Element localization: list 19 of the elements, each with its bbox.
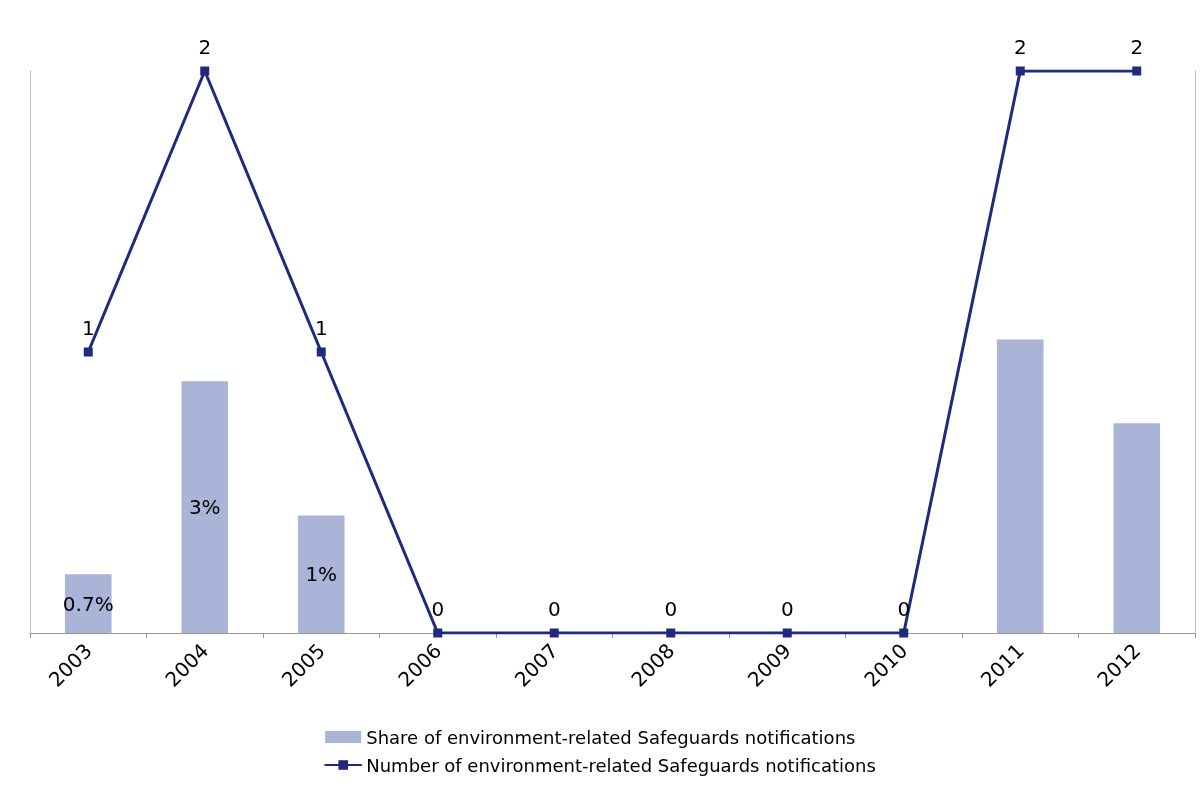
bar <box>1113 423 1161 633</box>
data-label: 1% <box>305 562 338 587</box>
data-label: 0 <box>780 596 794 621</box>
data-label: 3% <box>188 495 221 520</box>
data-label: 0.7% <box>62 591 114 616</box>
data-label: 0 <box>664 596 678 621</box>
bar <box>181 381 229 633</box>
legend-label: Share of environment-related Safeguards notifications <box>366 726 856 748</box>
data-label: 1 <box>314 315 328 340</box>
data-label: 0 <box>431 596 445 621</box>
bar <box>996 339 1044 633</box>
data-label: 1 <box>81 315 95 340</box>
data-label: 2 <box>1130 34 1144 59</box>
bar <box>64 574 112 633</box>
bar <box>297 515 345 633</box>
data-label: 0 <box>547 596 561 621</box>
data-label: 2 <box>1013 34 1027 59</box>
legend-label: Number of environment-related Safeguards notifications <box>366 754 876 776</box>
data-label: 2 <box>198 34 212 59</box>
